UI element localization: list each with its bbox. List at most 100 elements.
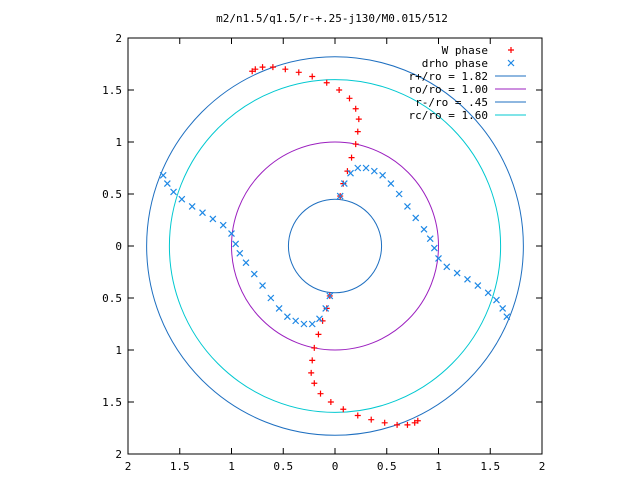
data-point [368, 416, 375, 423]
y-tick-label: 0 [115, 240, 122, 253]
data-point [355, 116, 362, 123]
data-point [267, 294, 275, 302]
data-point [283, 313, 291, 321]
reference-circle [287, 198, 383, 294]
x-tick-label: 0.5 [377, 460, 397, 473]
reference-circle [168, 79, 502, 413]
x-tick-label: 2 [125, 460, 132, 473]
data-point [275, 304, 283, 312]
y-tick-label: 1 [115, 136, 122, 149]
data-point [308, 369, 315, 376]
data-point [311, 380, 318, 387]
data-point [354, 128, 361, 135]
chart-title: m2/n1.5/q1.5/r-+.25-j130/M0.015/512 [216, 12, 448, 25]
data-point [249, 68, 256, 75]
data-point [503, 313, 511, 321]
data-point [340, 180, 347, 187]
reference-circle [231, 141, 439, 351]
data-point [354, 412, 361, 419]
data-point [370, 167, 378, 175]
y-tick-label: 2 [115, 32, 122, 45]
data-point [484, 289, 492, 297]
data-point [340, 406, 347, 413]
data-point [199, 209, 206, 217]
data-point [362, 164, 370, 172]
data-point [493, 296, 500, 304]
data-point [319, 317, 326, 324]
data-point [348, 154, 355, 161]
data-point [178, 195, 186, 203]
series-0-points [249, 64, 421, 428]
y-tick-label: 1.5 [102, 84, 122, 97]
data-point [309, 73, 316, 80]
axis-ticks: 2 1.5 1 0.5 0 0.5 1 1.5 221.510.500.511.52 [102, 32, 545, 473]
data-point [236, 249, 244, 257]
legend-swatch [508, 47, 514, 53]
data-point [464, 275, 471, 283]
data-point [443, 263, 451, 271]
data-point [352, 141, 359, 148]
data-point [317, 390, 324, 397]
legend-label: rc/ro = 1.60 [409, 109, 488, 122]
data-point [292, 317, 300, 325]
data-point [159, 171, 167, 179]
data-point [309, 357, 316, 364]
data-point [430, 244, 438, 252]
data-point [259, 64, 266, 71]
reference-circle [146, 56, 524, 436]
data-point [340, 180, 348, 188]
data-point [354, 164, 362, 172]
data-point [209, 215, 217, 223]
x-tick-label: 1 [435, 460, 442, 473]
legend-label: W phase [442, 44, 488, 57]
data-point [435, 255, 442, 262]
data-point [232, 240, 240, 248]
data-point [323, 79, 330, 86]
data-point [322, 304, 330, 312]
data-point [387, 180, 395, 188]
data-point [336, 192, 344, 200]
data-point [295, 69, 302, 76]
legend-label: r-/ro = .45 [415, 96, 488, 109]
data-point [379, 171, 387, 179]
data-point [404, 203, 411, 210]
reference-circles [146, 56, 524, 436]
data-point [344, 168, 351, 175]
data-point [323, 305, 330, 312]
series-1-points [159, 164, 511, 328]
data-point [474, 282, 482, 289]
data-point [327, 399, 334, 405]
x-tick-label: 1.5 [480, 460, 500, 473]
x-tick-label: 1 [228, 460, 235, 473]
data-point [420, 225, 428, 233]
data-point [308, 320, 316, 328]
legend-label: ro/ro = 1.00 [409, 83, 488, 96]
y-tick-label: 1 [115, 344, 122, 357]
x-tick-label: 0.5 [273, 460, 293, 473]
y-tick-label: 0.5 [102, 188, 122, 201]
data-point [453, 269, 461, 277]
y-tick-label: 2 [115, 448, 122, 461]
data-point [395, 190, 403, 198]
data-point [381, 419, 388, 426]
data-point [311, 344, 318, 351]
data-point [269, 64, 276, 71]
data-point [252, 66, 259, 73]
data-points [159, 64, 511, 428]
data-point [219, 221, 227, 229]
x-tick-label: 2 [539, 460, 546, 473]
data-point [163, 180, 171, 188]
data-point [414, 417, 421, 424]
data-point [316, 315, 323, 323]
data-point [499, 304, 507, 312]
data-point [426, 235, 434, 243]
legend-label: r+/ro = 1.82 [409, 70, 488, 83]
data-point [315, 331, 322, 338]
data-point [170, 188, 177, 196]
data-point [282, 66, 289, 73]
data-point [300, 320, 308, 328]
data-point [228, 230, 235, 237]
data-point [259, 282, 266, 289]
data-point [250, 270, 258, 278]
